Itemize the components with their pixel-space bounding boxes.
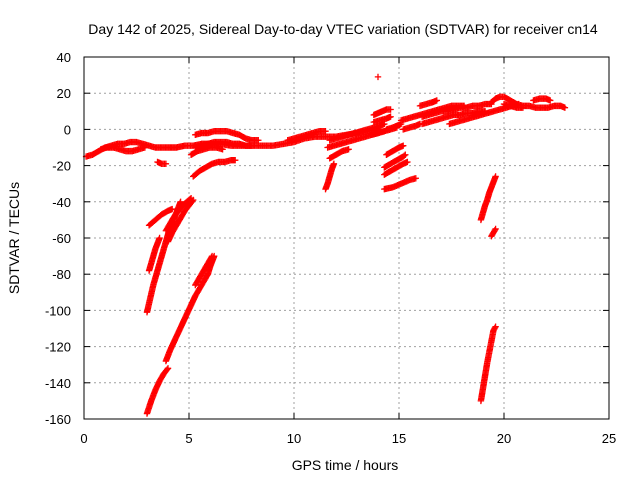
series-arc-2 [97, 144, 149, 155]
data-point [433, 97, 440, 104]
series-arc-26 [416, 97, 440, 110]
series-arc-12 [326, 146, 352, 162]
series-arc-4 [192, 128, 262, 144]
series-arc-25 [418, 100, 495, 120]
x-tick-label: 15 [392, 431, 406, 446]
data-point [163, 366, 171, 373]
data-point [492, 323, 499, 330]
y-axis-label: SDTVAR / TECUs [6, 182, 22, 294]
series-arc-6 [187, 144, 226, 158]
x-tick-label: 0 [80, 431, 87, 446]
series-arc-32 [488, 225, 499, 240]
series-arc-19 [381, 158, 411, 178]
data-point [190, 196, 197, 204]
data-point [141, 144, 149, 151]
y-tick-label: -120 [45, 340, 71, 355]
data-point [248, 142, 256, 149]
data-point [491, 226, 499, 234]
data-point [164, 365, 172, 372]
data-points [82, 73, 569, 417]
data-point [189, 197, 196, 205]
data-point [169, 205, 176, 213]
y-tick-label: 0 [64, 122, 71, 137]
data-point [400, 142, 407, 149]
series-arc-24 [418, 108, 489, 128]
series-arc-33 [477, 323, 499, 405]
data-point [330, 160, 338, 167]
data-point [232, 156, 239, 164]
series-arc-41 [192, 252, 216, 289]
x-tick-label: 10 [287, 431, 301, 446]
series-arc-9 [326, 120, 388, 144]
series-arc-40 [162, 252, 218, 365]
series-arc-21 [374, 73, 382, 81]
y-tick-label: -80 [52, 267, 71, 282]
series-arc-17 [383, 142, 407, 158]
y-tick-label: 20 [57, 86, 71, 101]
data-point [491, 324, 499, 332]
series-arc-35 [145, 234, 163, 274]
y-tick-label: -160 [45, 412, 71, 427]
data-point [412, 175, 419, 182]
data-point [519, 104, 527, 111]
x-axis-label: GPS time / hours [292, 457, 399, 473]
y-tick-label: -40 [52, 195, 71, 210]
series-arc-18 [381, 151, 409, 171]
x-tick-label: 20 [497, 431, 511, 446]
series-arc-7 [190, 156, 239, 180]
y-tick-label: -60 [52, 231, 71, 246]
x-tick-label: 25 [602, 431, 616, 446]
series-arc-16 [383, 120, 405, 133]
data-point [162, 160, 170, 167]
axis-ticks: 0 5 10 15 20 25 40 20 0 -20 -40 -60 -80 -100 -120 -140 -… [45, 50, 616, 446]
series-arc-14 [370, 113, 394, 126]
chart-title: Day 142 of 2025, Sidereal Day-to-day VTE… [88, 21, 598, 37]
data-point [492, 225, 499, 233]
series-arc-11 [322, 160, 338, 193]
data-point [387, 106, 394, 113]
data-point [401, 152, 408, 159]
x-tick-label: 5 [185, 431, 192, 446]
series-arc-8 [284, 128, 329, 144]
series-arc-30 [500, 100, 527, 111]
series-arc-5 [192, 138, 256, 151]
y-tick-label: -20 [52, 159, 71, 174]
data-point [208, 254, 215, 261]
series-arc-38 [164, 196, 197, 245]
data-point [345, 146, 352, 153]
data-point [208, 252, 216, 260]
data-point [322, 128, 329, 135]
series-arc-39 [143, 365, 172, 417]
y-tick-label: 40 [57, 50, 71, 65]
series-arc-31 [477, 173, 499, 224]
series-arc-34 [145, 205, 176, 229]
data-point [492, 173, 499, 180]
data-point [404, 158, 411, 166]
data-point [402, 151, 409, 158]
series-arc-3 [154, 158, 170, 167]
data-point [219, 146, 226, 153]
data-point [561, 104, 569, 111]
data-point [374, 73, 382, 81]
y-tick-label: -140 [45, 376, 71, 391]
data-point [387, 113, 394, 120]
data-point [547, 97, 554, 104]
data-point [156, 234, 163, 242]
series-arc-20 [381, 175, 419, 193]
data-point [255, 137, 262, 144]
series-arc-13 [370, 106, 394, 119]
grid-lines [84, 57, 609, 419]
y-tick-label: -100 [45, 303, 71, 318]
series-arc-29 [530, 95, 554, 104]
